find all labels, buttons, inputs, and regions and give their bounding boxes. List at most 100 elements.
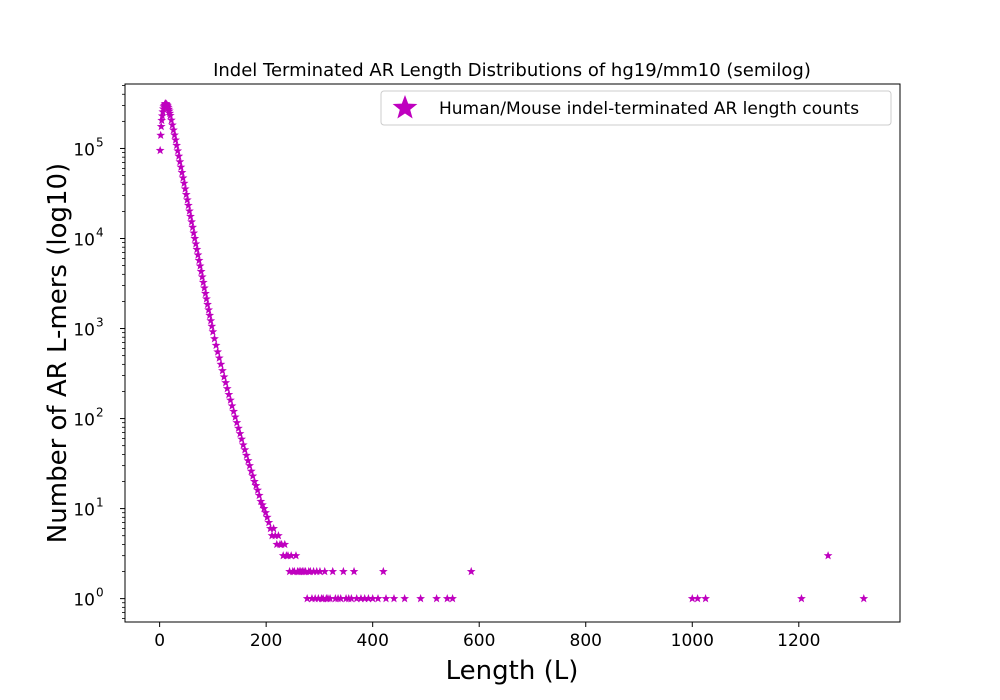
data-point <box>823 551 833 560</box>
data-point <box>285 566 294 576</box>
data-point <box>226 395 235 404</box>
data-point <box>169 125 178 134</box>
data-point <box>188 222 198 232</box>
data-point <box>466 566 476 576</box>
data-point <box>313 594 323 603</box>
legend-star-marker <box>392 95 418 119</box>
data-point <box>797 594 806 603</box>
data-point <box>250 476 259 486</box>
data-point <box>315 566 325 576</box>
data-point <box>278 551 288 560</box>
data-point <box>432 594 441 603</box>
data-point <box>270 531 280 540</box>
data-point <box>175 157 185 166</box>
x-tick-label: 1200 <box>777 631 820 651</box>
data-point <box>201 288 210 298</box>
data-point <box>219 372 229 381</box>
data-point <box>272 539 282 549</box>
data-point <box>194 255 204 265</box>
data-point <box>389 594 399 603</box>
x-axis-label: Length (L) <box>446 656 579 686</box>
data-point <box>373 594 383 603</box>
data-point <box>266 523 275 533</box>
data-point <box>307 594 317 603</box>
data-point <box>187 217 196 226</box>
x-tick-label: 0 <box>154 631 165 651</box>
y-tick-label: 10 <box>73 411 95 431</box>
data-point <box>181 189 191 199</box>
data-point <box>312 566 322 576</box>
data-point <box>192 244 202 254</box>
data-point <box>245 461 255 470</box>
data-point <box>170 130 179 139</box>
data-point <box>158 107 168 116</box>
data-point <box>155 145 165 155</box>
data-point <box>218 366 227 375</box>
data-point <box>290 566 299 576</box>
data-point <box>416 594 425 603</box>
data-point <box>442 594 452 603</box>
y-tick-exponent: 1 <box>96 496 104 510</box>
legend: Human/Mouse indel-terminated AR length c… <box>380 90 892 126</box>
data-point <box>251 481 261 490</box>
y-tick-exponent: 0 <box>96 586 104 600</box>
data-point <box>248 471 258 480</box>
data-point <box>349 566 359 576</box>
data-point <box>262 512 272 522</box>
data-point <box>203 299 212 309</box>
data-point <box>258 500 267 509</box>
y-axis-label: Number of AR L-mers (log10) <box>43 163 73 543</box>
data-point <box>178 173 188 182</box>
x-tick-label: 400 <box>356 631 388 651</box>
data-point <box>156 130 166 140</box>
x-tick-label: 200 <box>250 631 282 651</box>
data-point <box>301 566 310 576</box>
data-point <box>309 566 318 576</box>
data-point <box>157 115 167 125</box>
data-point <box>224 389 234 399</box>
data-point <box>347 594 356 603</box>
data-point <box>191 239 201 248</box>
data-point <box>240 445 250 454</box>
y-tick-label: 10 <box>73 501 95 521</box>
data-point <box>227 401 237 410</box>
data-point <box>179 178 189 188</box>
data-point <box>232 418 242 427</box>
data-point <box>156 121 166 131</box>
data-point <box>242 450 251 460</box>
data-point <box>448 594 457 603</box>
data-point <box>214 353 224 362</box>
data-point <box>283 551 293 560</box>
data-point <box>274 531 283 540</box>
data-point <box>253 485 262 494</box>
data-point <box>243 456 253 465</box>
data-point <box>246 466 256 475</box>
data-point <box>206 316 216 325</box>
x-tick-label: 600 <box>463 631 495 651</box>
data-point <box>190 233 200 243</box>
legend-entry-label: Human/Mouse indel-terminated AR length c… <box>439 99 859 119</box>
y-tick-exponent: 5 <box>96 135 104 149</box>
data-point <box>381 594 391 603</box>
data-point <box>305 566 315 576</box>
y-tick-label: 10 <box>73 140 95 160</box>
data-point <box>693 594 702 603</box>
data-point <box>701 594 710 603</box>
data-point <box>202 294 211 303</box>
data-point <box>207 321 217 330</box>
data-point <box>229 406 239 416</box>
data-point <box>254 490 264 500</box>
data-point <box>328 566 338 576</box>
y-tick-exponent: 2 <box>96 406 104 420</box>
y-tick-exponent: 4 <box>96 225 104 239</box>
y-tick-label: 10 <box>73 230 95 250</box>
x-tick-label: 1000 <box>671 631 714 651</box>
data-points <box>155 99 869 603</box>
chart-title: Indel Terminated AR Length Distributions… <box>213 60 811 81</box>
data-point <box>197 272 207 281</box>
y-tick-exponent: 3 <box>96 316 104 330</box>
data-point <box>356 594 366 603</box>
data-point <box>267 531 277 540</box>
